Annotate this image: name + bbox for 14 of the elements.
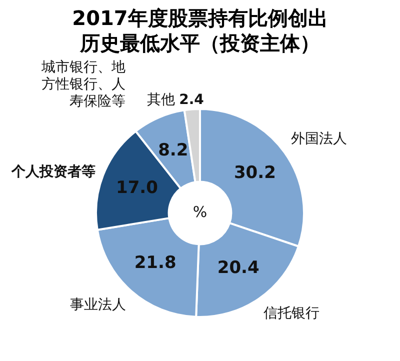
text: % xyxy=(192,202,208,221)
slice-label: 事业法人 xyxy=(70,297,126,314)
slice-label: 个人投资者等 xyxy=(10,164,96,180)
slice-label: 其他 xyxy=(147,92,176,108)
slice-label: 城市银行、地方性银行、人寿保险等 xyxy=(40,59,126,110)
data-label: 30.2 xyxy=(234,163,276,184)
data-label: 20.4 xyxy=(217,258,260,278)
data-label: 17.0 xyxy=(116,178,158,198)
slice-label: 外国法人 xyxy=(291,130,348,147)
slice-label: 信托银行 xyxy=(264,305,320,322)
data-label: 21.8 xyxy=(134,253,176,274)
data-label: 2.4 xyxy=(179,92,204,108)
chart-title: 2017年度股票持有比例创出历史最低水平（投资主体） xyxy=(72,5,328,56)
data-label: 8.2 xyxy=(158,140,188,160)
